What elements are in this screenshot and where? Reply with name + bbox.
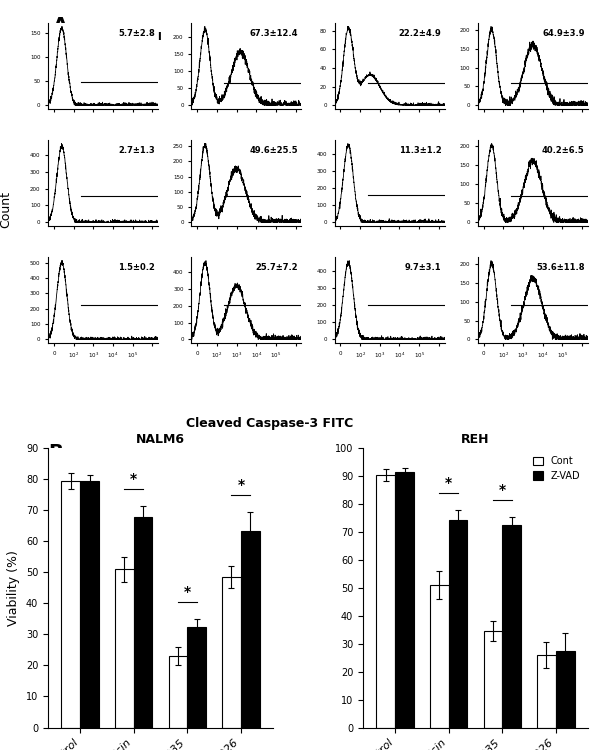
Bar — [484, 632, 502, 728]
Bar — [115, 569, 134, 728]
Text: 25.7±7.2: 25.7±7.2 — [256, 262, 298, 272]
Text: Control: Control — [117, 32, 163, 42]
Text: NALM6: NALM6 — [599, 72, 600, 82]
Text: *: * — [499, 483, 506, 497]
Bar — [449, 520, 467, 728]
Bar — [502, 525, 521, 728]
Text: BGT226: BGT226 — [359, 32, 407, 42]
Text: A: A — [53, 16, 68, 35]
Bar — [395, 472, 414, 728]
Text: 5.7±2.8: 5.7±2.8 — [118, 28, 155, 38]
Bar — [430, 585, 449, 728]
Text: 49.6±25.5: 49.6±25.5 — [250, 146, 298, 154]
Text: 11.3±1.2: 11.3±1.2 — [398, 146, 442, 154]
Text: 1.5±0.2: 1.5±0.2 — [118, 262, 155, 272]
Text: Cleaved Caspase-3 FITC: Cleaved Caspase-3 FITC — [187, 417, 353, 430]
Text: 67.3±12.4: 67.3±12.4 — [250, 28, 298, 38]
Text: B: B — [48, 442, 63, 462]
Text: Dox: Dox — [490, 32, 514, 42]
Text: *: * — [130, 472, 137, 486]
Bar — [222, 577, 241, 728]
Bar — [187, 627, 206, 728]
Text: *: * — [184, 586, 191, 599]
Text: LK63: LK63 — [599, 178, 600, 188]
Bar — [241, 530, 260, 728]
Text: 64.9±3.9: 64.9±3.9 — [542, 28, 584, 38]
Bar — [556, 651, 575, 728]
Y-axis label: Viability (%): Viability (%) — [7, 550, 20, 626]
Text: 22.2±4.9: 22.2±4.9 — [398, 28, 442, 38]
Text: REH: REH — [599, 284, 600, 294]
Text: 9.7±3.1: 9.7±3.1 — [405, 262, 442, 272]
Text: 53.6±11.8: 53.6±11.8 — [536, 262, 584, 272]
Text: BEZ235: BEZ235 — [241, 32, 287, 42]
Text: 40.2±6.5: 40.2±6.5 — [542, 146, 584, 154]
Legend: Cont, Z-VAD: Cont, Z-VAD — [530, 453, 583, 484]
Bar — [80, 481, 99, 728]
Bar — [61, 481, 80, 728]
Text: Count: Count — [0, 191, 13, 229]
Text: 2.7±1.3: 2.7±1.3 — [118, 146, 155, 154]
Bar — [537, 655, 556, 728]
Bar — [134, 517, 152, 728]
Bar — [376, 475, 395, 728]
Bar — [169, 656, 187, 728]
Text: *: * — [445, 476, 452, 490]
Title: NALM6: NALM6 — [136, 433, 185, 445]
Title: REH: REH — [461, 433, 490, 445]
Text: *: * — [237, 478, 244, 493]
